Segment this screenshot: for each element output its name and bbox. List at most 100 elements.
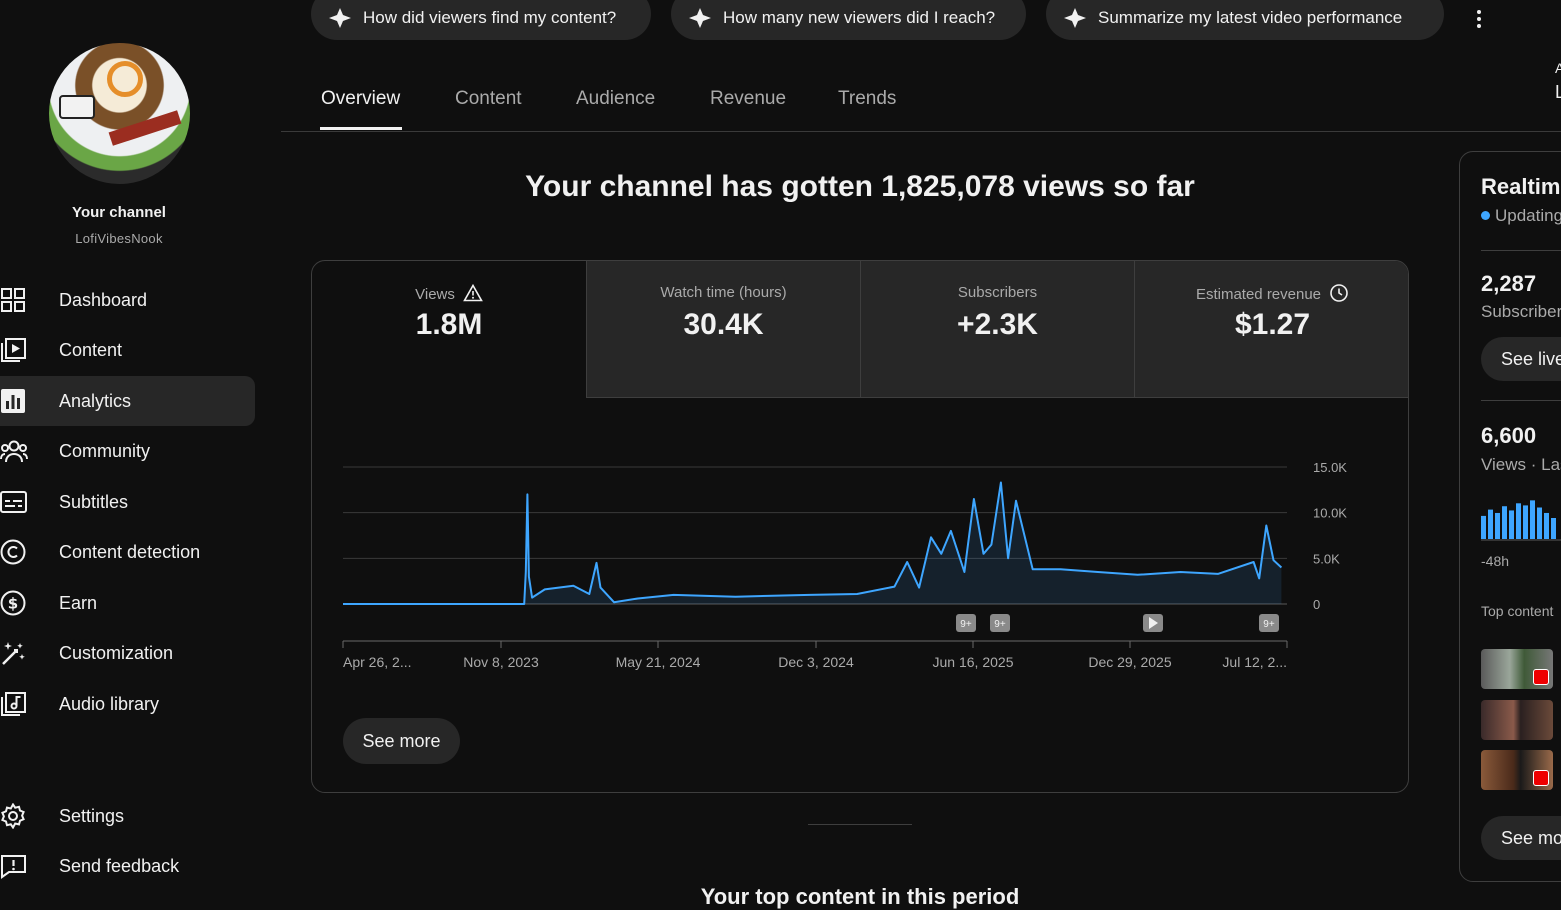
page-headline: Your channel has gotten 1,825,078 views … <box>525 170 1195 203</box>
sidebar-item-label: Send feedback <box>59 855 180 876</box>
see-more-button[interactable]: See more <box>343 718 460 764</box>
divider <box>1481 400 1561 401</box>
x-tick-label: Dec 3, 2024 <box>778 654 854 670</box>
prompt-chip-new-viewers[interactable]: How many new viewers did I reach? <box>671 0 1026 40</box>
feedback-icon <box>0 853 28 879</box>
top-content-label: Top content <box>1481 603 1554 619</box>
sidebar-item-customization[interactable]: Customization <box>0 628 255 678</box>
dashboard-icon <box>0 287 28 313</box>
prompt-chip-label: How did viewers find my content? <box>363 8 617 27</box>
sidebar-item-subtitles[interactable]: Subtitles <box>0 477 255 527</box>
sidebar-item-send-feedback[interactable]: Send feedback <box>0 841 255 891</box>
metric-tab-subscribers[interactable]: Subscribers +2.3K <box>860 261 1134 398</box>
annotation-marker-label: 9+ <box>994 619 1006 630</box>
channel-handle: LofiVibesNook <box>75 231 163 246</box>
sidebar-item-label: Analytics <box>59 390 132 411</box>
sidebar-item-audio-library[interactable]: Audio library <box>0 679 255 729</box>
realtime-see-more-button[interactable]: See more <box>1481 816 1561 860</box>
realtime-panel: Realtime Updating 2,287 Subscribers See … <box>1459 151 1561 882</box>
see-live-count-button[interactable]: See live count <box>1481 337 1561 381</box>
realtime-bar <box>1502 506 1507 539</box>
metric-label: Estimated revenue <box>1195 286 1322 303</box>
realtime-bar <box>1523 505 1528 539</box>
audio-library-icon <box>0 691 28 717</box>
realtime-subscribers-label: Subscribers <box>1481 302 1561 321</box>
realtime-status-text: Updating <box>1495 206 1561 225</box>
sidebar-item-label: Dashboard <box>59 289 148 310</box>
metric-tab-watch-time[interactable]: Watch time (hours) 30.4K <box>586 261 860 398</box>
sidebar-item-dashboard[interactable]: Dashboard <box>0 275 255 325</box>
channel-avatar[interactable] <box>49 43 190 184</box>
sidebar-item-label: Subtitles <box>59 491 129 512</box>
top-content-thumbnail[interactable] <box>1481 750 1553 790</box>
metric-value: $1.27 <box>1234 308 1311 341</box>
y-tick-label: 0 <box>1313 597 1320 612</box>
tab-content[interactable]: Content <box>455 88 522 109</box>
annotation-marker-label: 9+ <box>960 619 972 630</box>
realtime-bar <box>1530 500 1535 539</box>
realtime-views-bar-chart[interactable] <box>1481 497 1561 543</box>
warning-icon[interactable] <box>463 284 483 302</box>
metric-tab-views[interactable]: Views 1.8M <box>312 261 586 398</box>
realtime-views-label: Views · Last 48 hours <box>1481 455 1561 474</box>
realtime-bar <box>1544 512 1549 539</box>
sidebar-item-content-detection[interactable]: Content detection <box>0 527 255 577</box>
realtime-bar <box>1516 503 1521 539</box>
sidebar-item-settings[interactable]: Settings <box>0 791 255 841</box>
x-tick-label: Nov 8, 2023 <box>463 654 539 670</box>
svg-text:$: $ <box>8 595 18 613</box>
annotation-marker <box>990 614 1010 632</box>
gear-icon <box>0 802 28 830</box>
sparkle-icon <box>1064 8 1086 28</box>
tab-trends[interactable]: Trends <box>838 88 897 109</box>
realtime-status: Updating <box>1481 206 1561 226</box>
sidebar-item-label: Audio library <box>59 693 160 714</box>
sparkle-icon <box>329 8 351 28</box>
metric-label: Views <box>415 286 455 303</box>
y-tick-label: 15.0K <box>1313 460 1347 475</box>
dollar-icon: $ <box>0 590 28 616</box>
metric-label: Watch time (hours) <box>660 284 787 301</box>
annotation-marker <box>956 614 976 632</box>
tab-audience[interactable]: Audience <box>576 88 656 109</box>
metric-label-row: Estimated revenue <box>1135 284 1408 303</box>
realtime-bar <box>1481 515 1486 539</box>
x-tick-label: Jun 16, 2025 <box>933 654 1014 670</box>
shorts-badge-icon <box>1533 770 1549 786</box>
realtime-title: Realtime <box>1481 174 1561 199</box>
metric-label: Subscribers <box>957 284 1038 301</box>
metric-tab-estimated-revenue[interactable]: Estimated revenue $1.27 <box>1134 261 1408 398</box>
magic-wand-icon <box>0 640 28 666</box>
metric-value: +2.3K <box>957 308 1038 341</box>
views-chart[interactable]: 0 5.0K 10.0K 15.0K 9+ 9+ 9+ Apr 26, 2... Nov 8, … <box>312 398 1408 698</box>
sidebar-item-analytics[interactable]: Analytics <box>0 376 255 426</box>
x-tick-label: Jul 12, 2... <box>1222 654 1287 670</box>
overview-card: Views 1.8M Watch time (hours) 30.4K Subs… <box>311 260 1409 793</box>
sidebar: Your channel LofiVibesNook Dashboard Con… <box>0 0 270 902</box>
top-content-thumbnail[interactable] <box>1481 700 1553 740</box>
metric-value: 30.4K <box>683 308 764 341</box>
tab-overview[interactable]: Overview <box>321 88 401 109</box>
prompt-chip-summarize[interactable]: Summarize my latest video performance <box>1046 0 1444 40</box>
sparkle-icon <box>689 8 711 28</box>
more-options-icon[interactable] <box>1470 8 1488 32</box>
clock-icon[interactable] <box>1329 284 1349 302</box>
views-area <box>343 482 1282 604</box>
top-content-thumbnail[interactable] <box>1481 649 1553 689</box>
views-line <box>343 481 1283 605</box>
sidebar-item-label: Earn <box>59 592 98 613</box>
sidebar-item-content[interactable]: Content <box>0 325 255 375</box>
prompt-chip-viewers-find[interactable]: How did viewers find my content? <box>311 0 651 40</box>
tab-revenue[interactable]: Revenue <box>710 88 787 109</box>
live-dot-icon <box>1481 211 1490 220</box>
avatar-cup <box>59 95 95 119</box>
shorts-badge-icon <box>1533 669 1549 685</box>
avatar-scarf <box>108 110 182 146</box>
realtime-bar <box>1537 507 1542 539</box>
analytics-icon <box>0 388 28 414</box>
community-icon <box>0 438 28 464</box>
sidebar-item-community[interactable]: Community <box>0 426 255 476</box>
sidebar-item-earn[interactable]: $ Earn <box>0 578 255 628</box>
annotation-marker <box>1259 614 1279 632</box>
active-tab-indicator <box>320 127 402 130</box>
